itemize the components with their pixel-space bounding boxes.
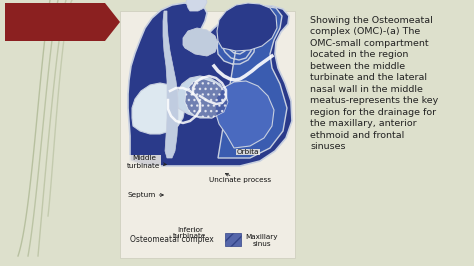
Polygon shape [186,0,207,11]
Polygon shape [132,83,185,134]
Bar [5,3,105,41]
Polygon shape [163,11,178,158]
Polygon shape [217,3,277,51]
FancyBboxPatch shape [120,11,295,258]
Text: Maxillary
sinus: Maxillary sinus [246,234,278,247]
Polygon shape [177,76,226,118]
Text: Septum: Septum [128,192,163,198]
Polygon shape [215,81,274,148]
Text: Inferior
turbinate: Inferior turbinate [173,227,207,239]
Polygon shape [185,79,228,118]
Text: Showing the Osteomeatal
complex (OMC)-(a) The
OMC-small compartment
located in t: Showing the Osteomeatal complex (OMC)-(a… [310,16,438,151]
Bar [225,233,241,246]
Polygon shape [128,3,292,166]
Text: Orbita: Orbita [237,149,259,155]
Polygon shape [183,28,218,56]
Polygon shape [217,6,287,158]
Polygon shape [5,3,120,41]
Text: Uncinate process: Uncinate process [209,173,271,183]
Text: Osteomeatal complex: Osteomeatal complex [130,235,214,244]
Text: Middle
turbinate: Middle turbinate [128,156,166,168]
